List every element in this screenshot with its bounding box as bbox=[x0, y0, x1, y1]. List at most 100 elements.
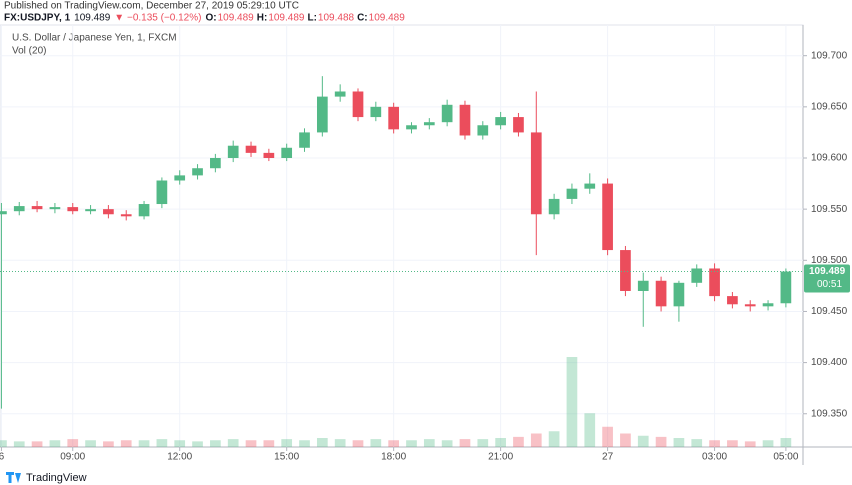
volume-bar bbox=[744, 441, 756, 447]
volume-bar bbox=[441, 440, 453, 447]
y-tick-label: 109.600 bbox=[811, 153, 848, 164]
y-tick-label: 109.650 bbox=[811, 101, 848, 112]
candle-body bbox=[673, 282, 685, 307]
candle-body bbox=[370, 106, 382, 118]
candle-body bbox=[31, 206, 43, 210]
volume-bar bbox=[85, 440, 96, 447]
candle-body bbox=[67, 207, 79, 212]
volume-bar bbox=[334, 439, 346, 447]
x-tick-label: 05:00 bbox=[773, 452, 798, 463]
candle-body bbox=[780, 271, 792, 304]
volume-bar bbox=[352, 440, 364, 447]
candle-body bbox=[281, 147, 293, 158]
y-tick-label: 109.550 bbox=[811, 204, 848, 215]
candle-body bbox=[227, 145, 239, 158]
series-legend: U.S. Dollar / Japanese Yen, 1, FXCM bbox=[12, 33, 177, 44]
volume-bar bbox=[49, 440, 61, 447]
volume-bar bbox=[620, 433, 631, 447]
brand-logo bbox=[6, 472, 21, 483]
volume-bar bbox=[548, 431, 560, 447]
x-tick-label: 09:00 bbox=[60, 452, 85, 463]
last-price-tag bbox=[804, 264, 850, 293]
candle-body bbox=[263, 152, 275, 158]
candle-body bbox=[637, 280, 649, 291]
x-tick-label: 27 bbox=[602, 452, 614, 463]
volume-legend: Vol (20) bbox=[12, 46, 46, 57]
quote-field-label: H: bbox=[257, 13, 268, 24]
candle-body bbox=[334, 91, 346, 97]
candle-body bbox=[566, 188, 578, 199]
x-tick-label: 18:00 bbox=[381, 452, 406, 463]
quote-field-label: L: bbox=[307, 13, 316, 24]
quote-field-value: 109.489 bbox=[218, 13, 255, 24]
candle-body bbox=[138, 204, 150, 217]
volume-bar bbox=[691, 439, 703, 447]
last-price-label: 109.489 bbox=[809, 266, 846, 277]
candle-body bbox=[691, 268, 703, 283]
volume-bar bbox=[31, 441, 43, 447]
y-tick-label: 109.350 bbox=[811, 408, 848, 419]
volume-bar bbox=[406, 440, 417, 447]
y-tick-label: 109.700 bbox=[811, 50, 848, 61]
y-tick-label: 109.400 bbox=[811, 357, 848, 368]
y-tick-label: 109.450 bbox=[811, 306, 848, 317]
candle-body bbox=[548, 198, 560, 215]
volume-bar bbox=[156, 439, 168, 447]
volume-bar bbox=[513, 436, 524, 447]
volume-bar bbox=[192, 441, 203, 447]
candle-body bbox=[495, 117, 506, 126]
volume-bar bbox=[727, 440, 738, 447]
volume-bar bbox=[477, 439, 489, 447]
volume-bar bbox=[423, 439, 435, 447]
candle-body bbox=[49, 207, 61, 210]
volume-bar bbox=[709, 440, 720, 447]
volume-bar bbox=[120, 440, 132, 447]
volume-bar bbox=[316, 438, 328, 447]
candle-body bbox=[192, 168, 203, 176]
candle-body bbox=[13, 206, 25, 212]
y-tick-label: 109.500 bbox=[811, 255, 848, 266]
volume-bar bbox=[566, 357, 578, 447]
volume-bar bbox=[299, 440, 310, 447]
candle-body bbox=[513, 117, 524, 133]
candle-body bbox=[709, 268, 720, 297]
volume-bar bbox=[210, 440, 221, 447]
volume-bar bbox=[263, 440, 275, 447]
volume-bar bbox=[174, 440, 186, 447]
volume-bar bbox=[0, 440, 7, 447]
volume-bar bbox=[655, 436, 667, 447]
quote-field-value: 109.488 bbox=[318, 13, 355, 24]
quote-text: ▼ −0.135 (−0.12%) bbox=[114, 13, 201, 24]
volume-bar bbox=[530, 433, 542, 447]
quote-text: 109.489 bbox=[74, 13, 111, 24]
candle-body bbox=[120, 214, 132, 217]
x-tick-label: 03:00 bbox=[702, 452, 727, 463]
candle-body bbox=[245, 145, 257, 153]
x-tick-label: 15:00 bbox=[274, 452, 299, 463]
candle-body bbox=[530, 132, 542, 215]
volume-bar bbox=[245, 440, 257, 447]
candle-body bbox=[441, 104, 453, 123]
volume-bar bbox=[103, 441, 114, 447]
quote-field-value: 109.489 bbox=[369, 13, 406, 24]
volume-bar bbox=[388, 440, 400, 447]
candle-body bbox=[210, 157, 221, 169]
x-tick-label: 6 bbox=[0, 452, 5, 463]
quote-line: FX:USDJPY, 1 109.489 ▼ −0.135 (−0.12%) O: 10… bbox=[4, 13, 405, 24]
candle-body bbox=[174, 175, 186, 181]
brand-name: TradingView bbox=[26, 472, 87, 484]
volume-bar bbox=[602, 426, 613, 447]
volume-bar bbox=[227, 439, 239, 447]
published-note: Published on TradingView.com, December 2… bbox=[4, 1, 299, 12]
x-tick-label: 21:00 bbox=[488, 452, 513, 463]
volume-bar bbox=[138, 440, 150, 447]
volume-bar bbox=[370, 439, 382, 447]
candle-body bbox=[316, 96, 328, 133]
candle-body bbox=[156, 180, 168, 205]
quote-field-value: 109.489 bbox=[268, 13, 305, 24]
candle-body bbox=[423, 122, 435, 126]
candle-body bbox=[602, 183, 613, 251]
volume-bar bbox=[459, 439, 471, 447]
candle-body bbox=[655, 280, 667, 307]
